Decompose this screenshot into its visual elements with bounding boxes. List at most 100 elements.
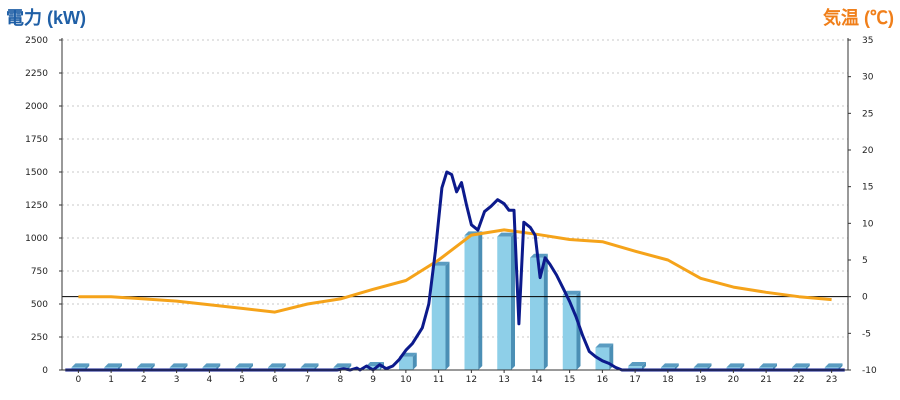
axes: [61, 38, 849, 371]
bar-top: [759, 363, 778, 368]
bar-front: [398, 356, 413, 370]
x-tick-label: 6: [272, 375, 278, 385]
bar-side: [281, 363, 286, 370]
left-tick-label: 1750: [25, 135, 48, 145]
temperature-line: [78, 228, 832, 314]
bar-side: [412, 352, 417, 370]
bar-side: [805, 363, 810, 370]
bar-top: [300, 363, 319, 368]
bar-front: [529, 257, 544, 370]
left-tick-label: 500: [31, 300, 48, 310]
bar-top: [824, 363, 843, 368]
left-tick-label: 0: [42, 366, 48, 376]
bar-side: [478, 231, 483, 370]
right-tick-label: 20: [862, 146, 874, 156]
left-tick-label: 2250: [25, 69, 48, 79]
bar-top: [726, 363, 745, 368]
bar: [431, 261, 450, 370]
x-tick-label: 3: [174, 375, 180, 385]
x-tick-label: 8: [338, 375, 344, 385]
left-tick-label: 750: [31, 267, 48, 277]
bar-top: [202, 363, 221, 368]
bar-side: [707, 363, 712, 370]
x-tick-label: 7: [305, 375, 311, 385]
bar-side: [543, 253, 548, 370]
bar-front: [366, 366, 381, 370]
bar-front: [464, 235, 479, 370]
x-tick-label: 11: [433, 375, 444, 385]
left-tick-label: 250: [31, 333, 48, 343]
bar-top: [333, 363, 352, 368]
left-tick-label: 1250: [25, 201, 48, 211]
left-tick-label: 1500: [25, 168, 48, 178]
right-tick-label: 5: [862, 256, 868, 266]
left-axis-ticks: 0 250 500 750 1000 1250 1500 1750 2000 2250 2500: [25, 36, 62, 376]
bar-top: [136, 363, 155, 368]
x-tick-label: 9: [370, 375, 376, 385]
bar-front: [562, 294, 577, 370]
x-tick-label: 21: [760, 375, 771, 385]
right-axis-ticks: -10 -5 0 5 10 15 20 25 30 35: [848, 36, 877, 376]
right-tick-label: 10: [862, 219, 874, 229]
bar-side: [642, 362, 647, 370]
right-tick-label: 35: [862, 36, 873, 46]
bar-side: [740, 363, 745, 370]
bar-top: [267, 363, 286, 368]
right-tick-label: -10: [862, 366, 877, 376]
bar: [497, 232, 516, 370]
right-tick-label: 15: [862, 183, 873, 193]
x-tick-label: 10: [400, 375, 412, 385]
bar-top: [660, 363, 679, 368]
bar: [628, 362, 647, 370]
x-tick-label: 4: [207, 375, 213, 385]
bar-side: [773, 363, 778, 370]
bar-side: [216, 363, 221, 370]
x-tick-label: 14: [531, 375, 543, 385]
bar-top: [71, 363, 90, 368]
bar-top: [169, 363, 188, 368]
bar: [529, 253, 548, 370]
bar-top: [693, 363, 712, 368]
bar-top: [104, 363, 123, 368]
left-axis-title: 電力 (kW): [6, 8, 86, 28]
bar-side: [674, 363, 679, 370]
right-tick-label: 30: [862, 73, 874, 83]
bar-side: [183, 363, 188, 370]
bar-side: [314, 363, 319, 370]
bar-front: [497, 236, 512, 370]
x-tick-label: 5: [239, 375, 245, 385]
bar-front: [595, 347, 610, 370]
bar-side: [838, 363, 843, 370]
bar-side: [85, 363, 90, 370]
bar-top: [791, 363, 810, 368]
bar-side: [249, 363, 254, 370]
x-tick-label: 20: [728, 375, 740, 385]
temperature-series: [78, 228, 832, 314]
x-tick-label: 1: [108, 375, 114, 385]
right-axis-title: 気温 (℃): [823, 7, 894, 28]
bar-top: [497, 232, 516, 237]
x-tick-label: 16: [597, 375, 609, 385]
bar: [464, 231, 483, 370]
bar-series: [71, 231, 843, 370]
x-tick-label: 19: [695, 375, 707, 385]
bar-side: [511, 232, 516, 370]
bar-side: [576, 290, 581, 370]
x-tick-label: 2: [141, 375, 147, 385]
x-tick-label: 12: [466, 375, 477, 385]
x-axis-ticks: 0 1 2 3 4 5 6 7 8 9 10 11 12 13 14 15 16 17 18 19 20 21 22 23: [76, 370, 837, 385]
x-tick-label: 23: [826, 375, 837, 385]
x-tick-label: 15: [564, 375, 575, 385]
power-series: [65, 170, 845, 372]
bar-side: [118, 363, 123, 370]
bar-front: [431, 265, 446, 370]
bar-front: [628, 366, 643, 370]
left-tick-label: 2000: [25, 102, 48, 112]
x-tick-label: 0: [76, 375, 82, 385]
left-tick-label: 1000: [25, 234, 48, 244]
x-tick-label: 13: [498, 375, 509, 385]
bar-side: [150, 363, 155, 370]
right-tick-label: -5: [862, 329, 871, 339]
right-tick-label: 25: [862, 109, 873, 119]
power-line: [65, 170, 845, 372]
